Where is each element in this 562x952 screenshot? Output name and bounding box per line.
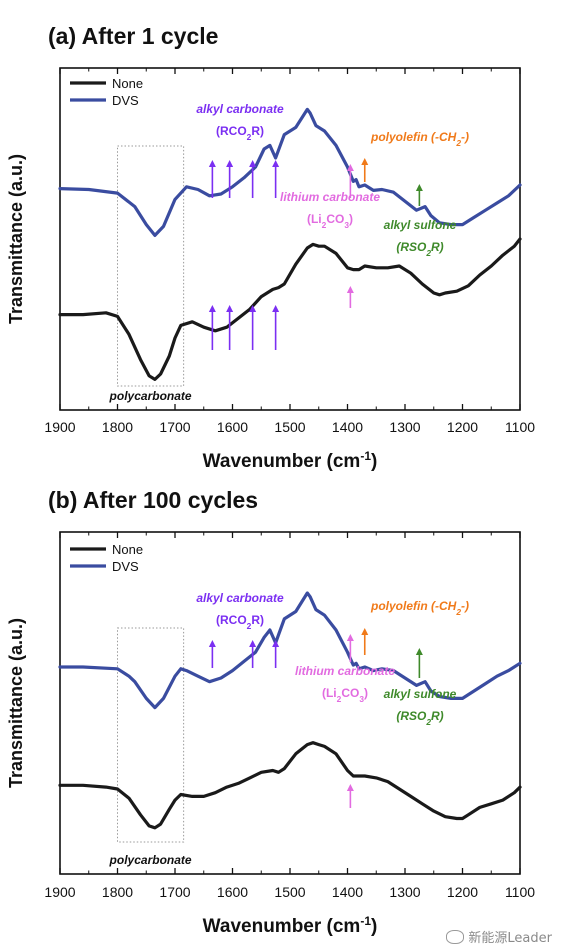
alkyl-carbonate-arrow: [208, 305, 216, 350]
panel-title: (a) After 1 cycle: [48, 23, 218, 49]
x-tick-label: 1500: [274, 419, 305, 435]
annotation: alkyl carbonate (RCO2R): [196, 591, 284, 631]
x-tick-label: 1300: [389, 884, 420, 900]
annotation-text: (Li2CO3): [307, 212, 353, 230]
x-tick-label: 1400: [332, 419, 363, 435]
polycarbonate-region-box: [117, 627, 185, 843]
annotation: alkyl sulfone (RSO2R): [384, 218, 457, 258]
x-axis-label: Wavenumber (cm-1): [203, 914, 378, 937]
lithium-carbonate-arrow: [346, 286, 354, 308]
annotation-text: (Li2CO3): [322, 686, 368, 704]
polycarbonate-label: polycarbonate: [109, 853, 192, 867]
annotation-text: (RCO2R): [216, 613, 264, 631]
alkyl-carbonate-arrow: [208, 160, 216, 198]
x-tick-label: 1100: [505, 419, 535, 435]
annotation: lithium carbonate (Li2CO3): [280, 190, 380, 230]
annotation-text: polyolefin (-CH2-): [370, 599, 469, 617]
annotation-text: lithium carbonate: [295, 664, 395, 678]
chart-panel-b: (b) After 100 cycles polycarbonate 1900 180…: [6, 487, 535, 937]
annotation: alkyl carbonate (RCO2R): [196, 102, 284, 142]
x-tick-label: 1200: [447, 884, 478, 900]
alkyl-carbonate-arrow: [272, 160, 280, 198]
alkyl-carbonate-arrow: [249, 640, 257, 668]
legend-label: DVS: [112, 93, 139, 108]
x-axis-label: Wavenumber (cm-1): [203, 449, 378, 472]
x-tick-label: 1800: [102, 419, 133, 435]
lithium-carbonate-arrow: [346, 784, 354, 808]
x-tick-label: 1700: [159, 419, 190, 435]
annotation-text: lithium carbonate: [280, 190, 380, 204]
annotation: lithium carbonate (Li2CO3): [295, 664, 395, 704]
x-tick-label: 1900: [44, 419, 75, 435]
panel-title: (b) After 100 cycles: [48, 487, 258, 513]
x-tick-label: 1300: [389, 419, 420, 435]
series-line-dvs: [58, 107, 522, 237]
x-tick-label: 1400: [332, 884, 363, 900]
x-tick-label: 1100: [505, 884, 535, 900]
annotation: polyolefin (-CH2-): [370, 599, 469, 617]
annotation-text: (RSO2R): [396, 709, 443, 727]
lithium-carbonate-arrow: [346, 634, 354, 662]
annotation-text: alkyl sulfone: [384, 218, 457, 232]
series-line-none: [58, 237, 522, 381]
polycarbonate-label: polycarbonate: [109, 389, 192, 403]
watermark-text: 新能源Leader: [468, 931, 552, 946]
alkyl-carbonate-arrow: [272, 305, 280, 350]
annotation-text: (RSO2R): [396, 240, 443, 258]
plot-frame: [59, 67, 521, 411]
alkyl-carbonate-arrow: [272, 640, 280, 668]
wechat-icon: [446, 929, 465, 944]
series-line-none: [58, 741, 522, 830]
x-tick-label: 1600: [217, 419, 248, 435]
lithium-carbonate-arrow: [346, 164, 354, 198]
annotation-text: alkyl carbonate: [196, 102, 284, 116]
alkyl-sulfone-arrow: [415, 184, 423, 206]
annotation-text: alkyl carbonate: [196, 591, 284, 605]
alkyl-carbonate-arrow: [249, 305, 257, 350]
watermark: 新能源Leader: [446, 927, 552, 946]
x-tick-label: 1700: [159, 884, 190, 900]
x-tick-label: 1600: [217, 884, 248, 900]
legend: None DVS: [70, 542, 143, 574]
annotation-text: alkyl sulfone: [384, 687, 457, 701]
legend-label: DVS: [112, 559, 139, 574]
polycarbonate-region-box: [117, 145, 185, 387]
annotation-text: polyolefin (-CH2-): [370, 130, 469, 148]
alkyl-carbonate-arrow: [208, 640, 216, 668]
y-axis-label: Transmittance (a.u.): [6, 618, 26, 788]
annotation-text: (RCO2R): [216, 124, 264, 142]
polyolefin-arrow: [361, 628, 369, 655]
x-tick-label: 1800: [102, 884, 133, 900]
alkyl-carbonate-arrow: [226, 160, 234, 198]
polyolefin-arrow: [361, 158, 369, 182]
annotation: alkyl sulfone (RSO2R): [384, 687, 457, 727]
x-tick-label: 1500: [274, 884, 305, 900]
x-tick-label: 1200: [447, 419, 478, 435]
x-tick-label: 1900: [44, 884, 75, 900]
chart-panel-a: (a) After 1 cycle polycarbonate 1900 1800 17…: [6, 23, 535, 472]
plot-frame: [59, 531, 521, 875]
legend: None DVS: [70, 76, 143, 108]
annotation: polyolefin (-CH2-): [370, 130, 469, 148]
legend-label: None: [112, 76, 143, 91]
alkyl-carbonate-arrow: [226, 305, 234, 350]
alkyl-carbonate-arrow: [249, 160, 257, 198]
legend-label: None: [112, 542, 143, 557]
series-line-dvs: [58, 591, 522, 710]
y-axis-label: Transmittance (a.u.): [6, 154, 26, 324]
alkyl-sulfone-arrow: [415, 648, 423, 678]
